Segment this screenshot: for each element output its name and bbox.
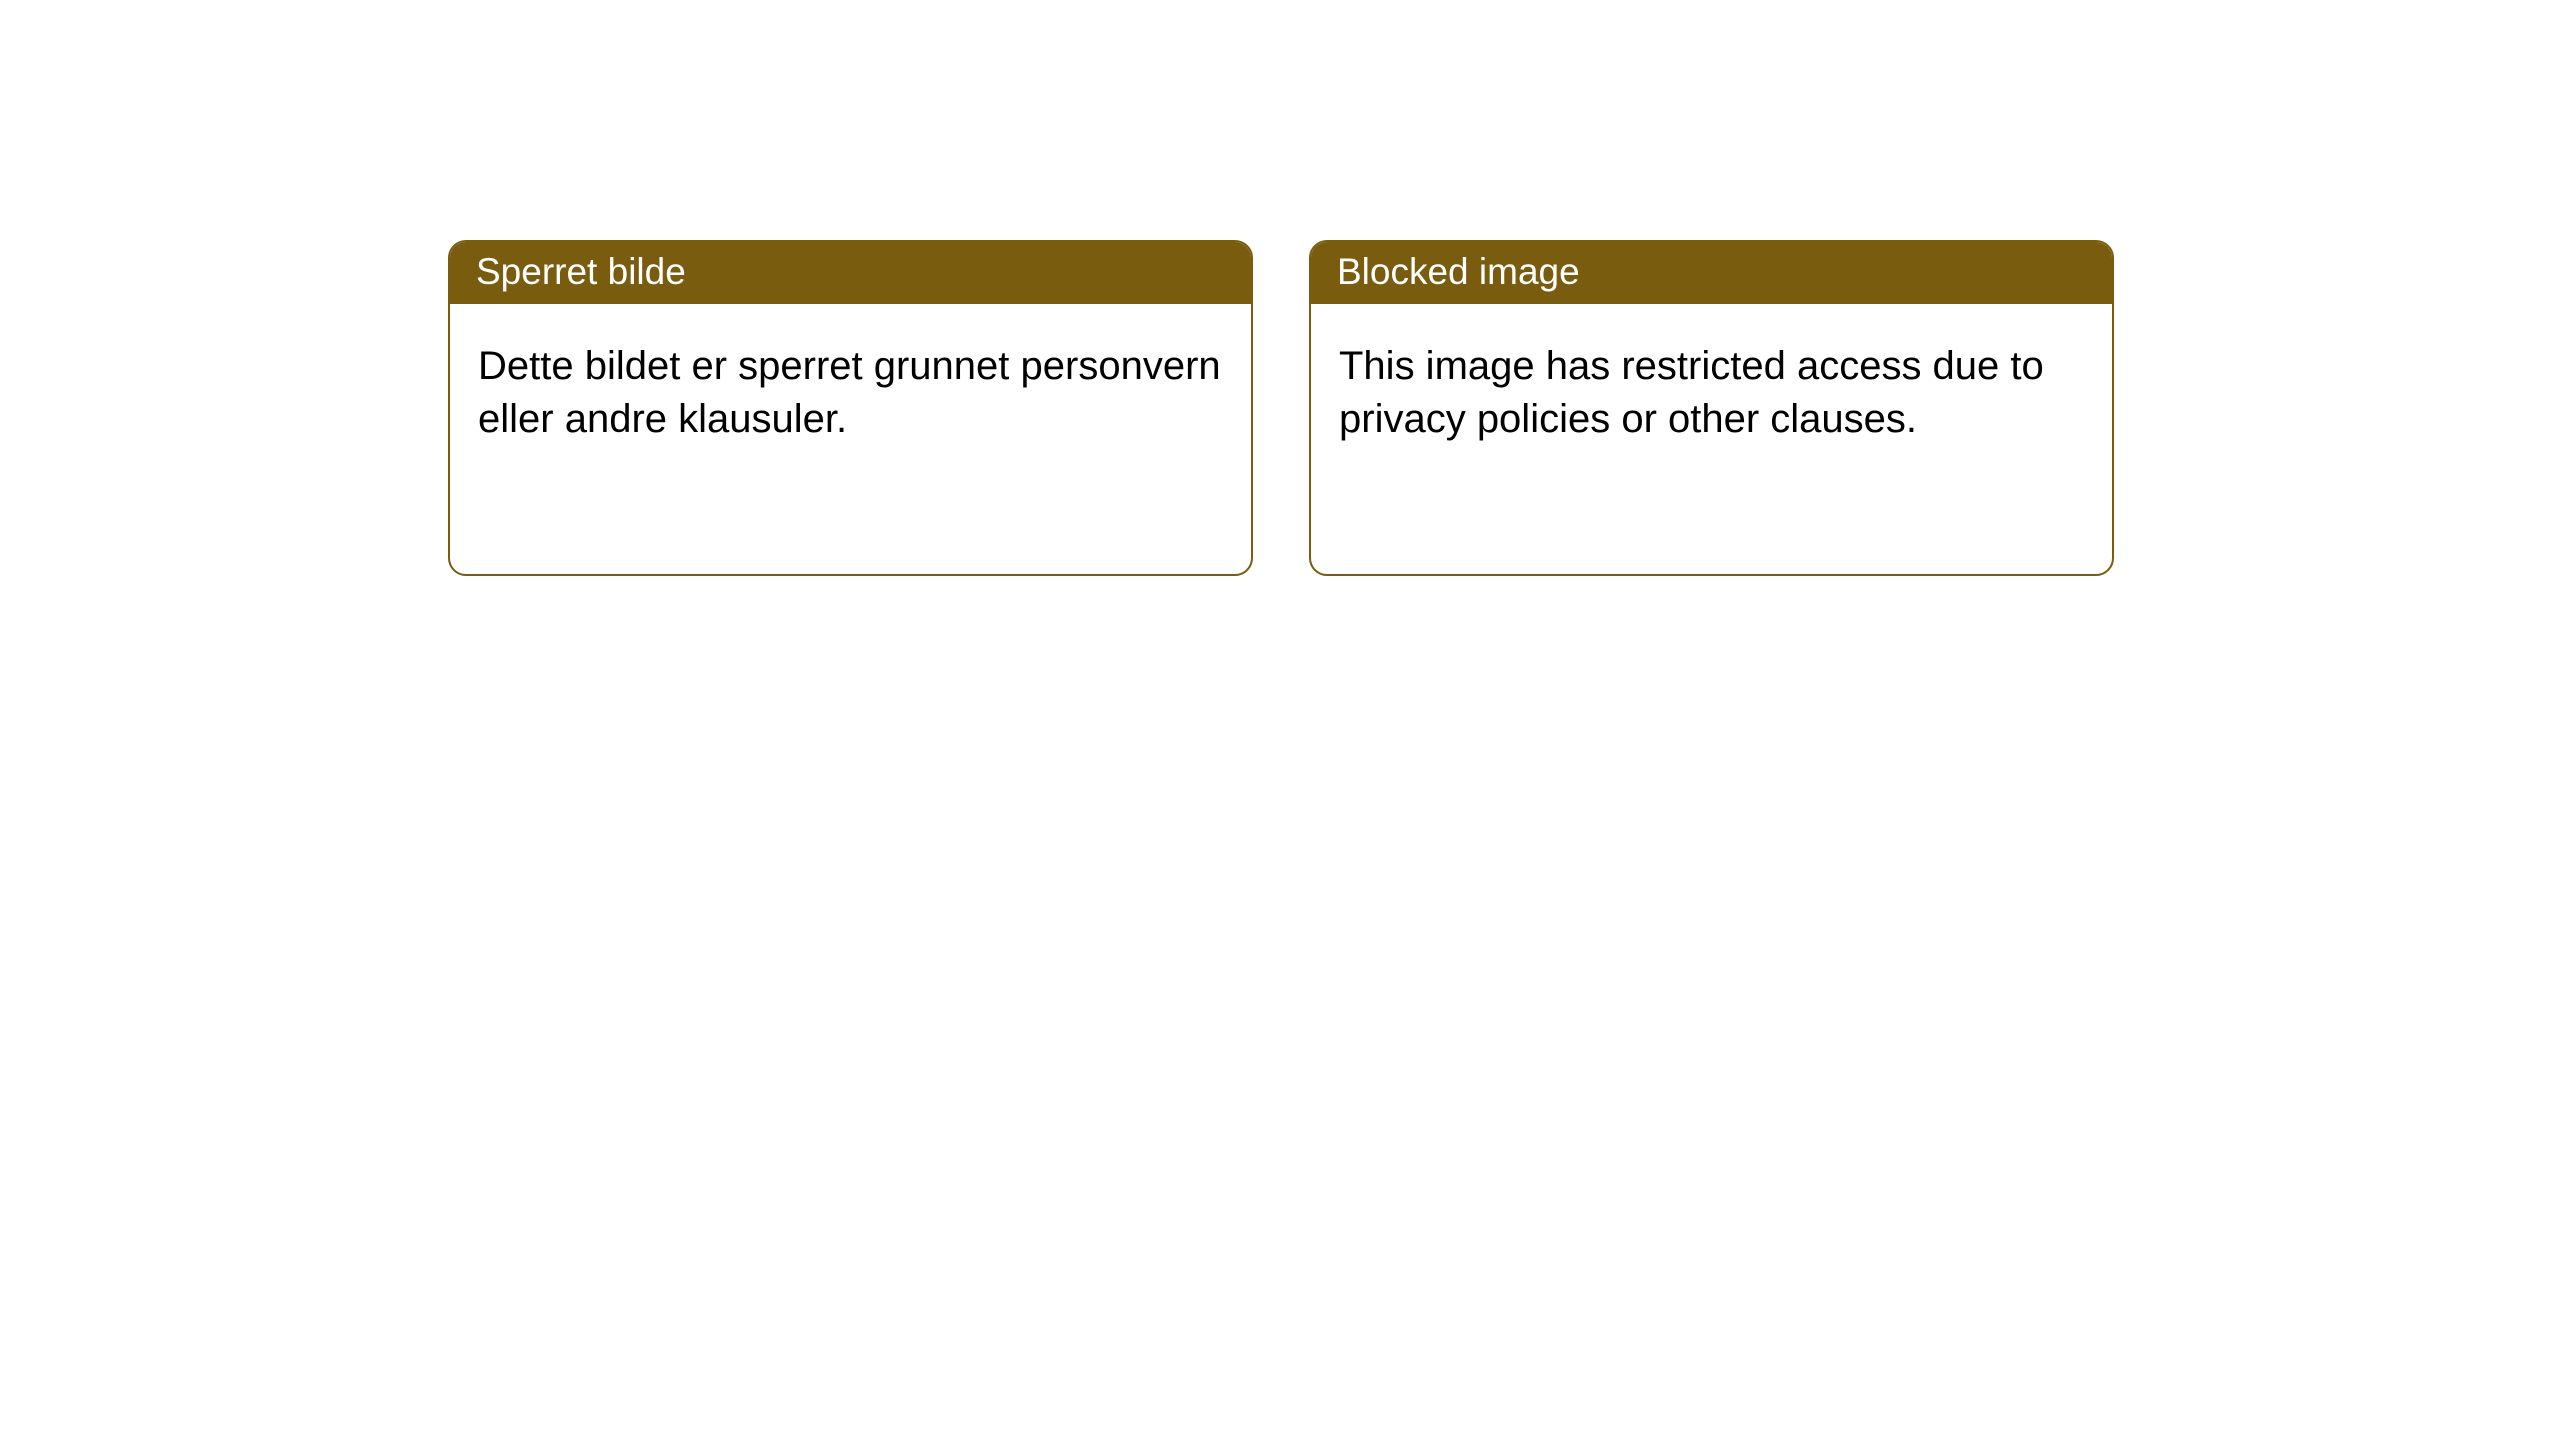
notice-card-norwegian: Sperret bilde Dette bildet er sperret gr… — [448, 240, 1253, 576]
notice-body-english: This image has restricted access due to … — [1311, 304, 2112, 574]
notice-body-norwegian: Dette bildet er sperret grunnet personve… — [450, 304, 1251, 574]
notice-card-english: Blocked image This image has restricted … — [1309, 240, 2114, 576]
notice-container: Sperret bilde Dette bildet er sperret gr… — [0, 0, 2560, 576]
notice-header-norwegian: Sperret bilde — [450, 242, 1251, 304]
notice-header-english: Blocked image — [1311, 242, 2112, 304]
